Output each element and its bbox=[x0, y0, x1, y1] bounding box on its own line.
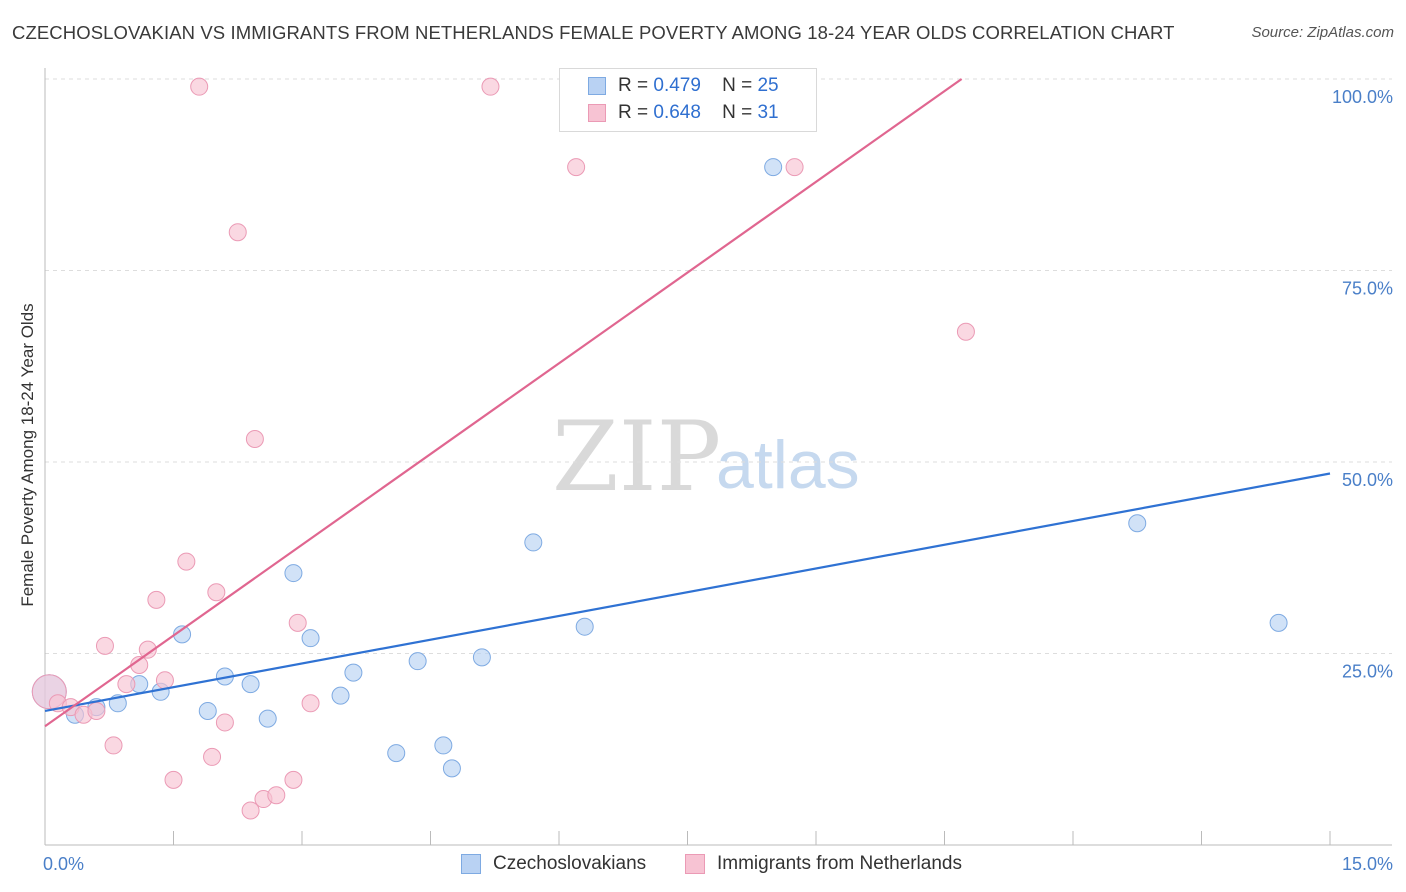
watermark-zip: ZIP bbox=[552, 401, 721, 513]
x-tick-label: 15.0% bbox=[1342, 854, 1393, 874]
czechoslovakians-point bbox=[387, 744, 406, 763]
series-swatch-pink bbox=[685, 854, 705, 874]
netherlands-point bbox=[567, 158, 586, 177]
czechoslovakians-point bbox=[764, 158, 783, 177]
legend-n-value: 31 bbox=[757, 102, 779, 123]
czechoslovakians-point bbox=[258, 709, 277, 728]
netherlands-point bbox=[190, 77, 209, 96]
netherlands-point bbox=[785, 158, 804, 177]
czechoslovakians-point bbox=[198, 701, 217, 720]
czechoslovakians-point bbox=[472, 648, 491, 667]
netherlands-point bbox=[164, 770, 183, 789]
tick-labels: 25.0% 50.0% 75.0% 100.0% 0.0% 15.0% bbox=[43, 87, 1393, 874]
legend-r-value: 0.648 bbox=[653, 102, 701, 123]
legend-n-value: 25 bbox=[757, 75, 779, 96]
czechoslovakians-point bbox=[524, 533, 543, 552]
czechoslovakians-point bbox=[301, 629, 320, 648]
netherlands-point bbox=[203, 747, 222, 766]
legend-n-label: N = bbox=[722, 75, 753, 96]
netherlands-point bbox=[245, 430, 264, 449]
netherlands-point bbox=[177, 552, 196, 571]
netherlands-trend-line bbox=[44, 78, 963, 728]
netherlands-point bbox=[155, 671, 174, 690]
gridlines bbox=[45, 78, 1392, 654]
netherlands-point bbox=[87, 701, 106, 720]
czechoslovakians-point bbox=[434, 736, 453, 755]
source-credit: Source: ZipAtlas.com bbox=[1251, 24, 1394, 41]
legend-r-label: R = bbox=[618, 75, 649, 96]
axes bbox=[44, 68, 1392, 846]
netherlands-points bbox=[31, 77, 975, 820]
x-tick-label: 0.0% bbox=[43, 854, 84, 874]
czechoslovakians-point bbox=[408, 652, 427, 671]
netherlands-point bbox=[956, 322, 975, 341]
y-tick-label: 100.0% bbox=[1332, 87, 1393, 107]
czechoslovakians-point bbox=[575, 617, 594, 636]
netherlands-point bbox=[207, 583, 226, 602]
y-tick-label: 75.0% bbox=[1342, 279, 1393, 299]
legend-swatch-pink bbox=[588, 104, 606, 122]
czechoslovakians-point bbox=[241, 675, 260, 694]
netherlands-point bbox=[138, 640, 157, 659]
watermark-atlas: atlas bbox=[716, 427, 860, 503]
chart-title: CZECHOSLOVAKIAN VS IMMIGRANTS FROM NETHE… bbox=[12, 22, 1175, 43]
czechoslovakians-point bbox=[442, 759, 461, 778]
series-swatch-blue bbox=[461, 854, 481, 874]
trend-lines bbox=[44, 78, 1331, 728]
netherlands-point bbox=[95, 636, 114, 655]
y-tick-label: 25.0% bbox=[1342, 662, 1393, 682]
netherlands-point bbox=[241, 801, 260, 820]
netherlands-point bbox=[117, 675, 136, 694]
y-tick-label: 50.0% bbox=[1342, 470, 1393, 490]
netherlands-point bbox=[215, 713, 234, 732]
netherlands-point bbox=[147, 590, 166, 609]
correlation-legend: R = 0.479 N = 25 R = 0.648 N = 31 bbox=[559, 68, 817, 132]
czechoslovakians-point bbox=[1269, 613, 1288, 632]
czechoslovakians-trend-line bbox=[44, 472, 1331, 713]
legend-r-value: 0.479 bbox=[653, 75, 701, 96]
netherlands-point bbox=[481, 77, 500, 96]
series-legend: Czechoslovakians Immigrants from Netherl… bbox=[0, 852, 1406, 878]
netherlands-point bbox=[267, 786, 286, 805]
netherlands-point bbox=[104, 736, 123, 755]
series-name: Czechoslovakians bbox=[493, 853, 647, 874]
netherlands-point bbox=[284, 770, 303, 789]
czechoslovakians-point bbox=[331, 686, 350, 705]
series-name: Immigrants from Netherlands bbox=[717, 853, 962, 874]
czechoslovakians-point bbox=[284, 564, 303, 583]
netherlands-point bbox=[288, 613, 307, 632]
legend-r-label: R = bbox=[618, 102, 649, 123]
legend-swatch-blue bbox=[588, 77, 606, 95]
netherlands-point bbox=[228, 223, 247, 242]
netherlands-point bbox=[301, 694, 320, 713]
watermark: ZIP atlas bbox=[552, 401, 860, 513]
czechoslovakians-point bbox=[1128, 514, 1147, 533]
czechoslovakians-point bbox=[344, 663, 363, 682]
legend-n-label: N = bbox=[722, 102, 753, 123]
